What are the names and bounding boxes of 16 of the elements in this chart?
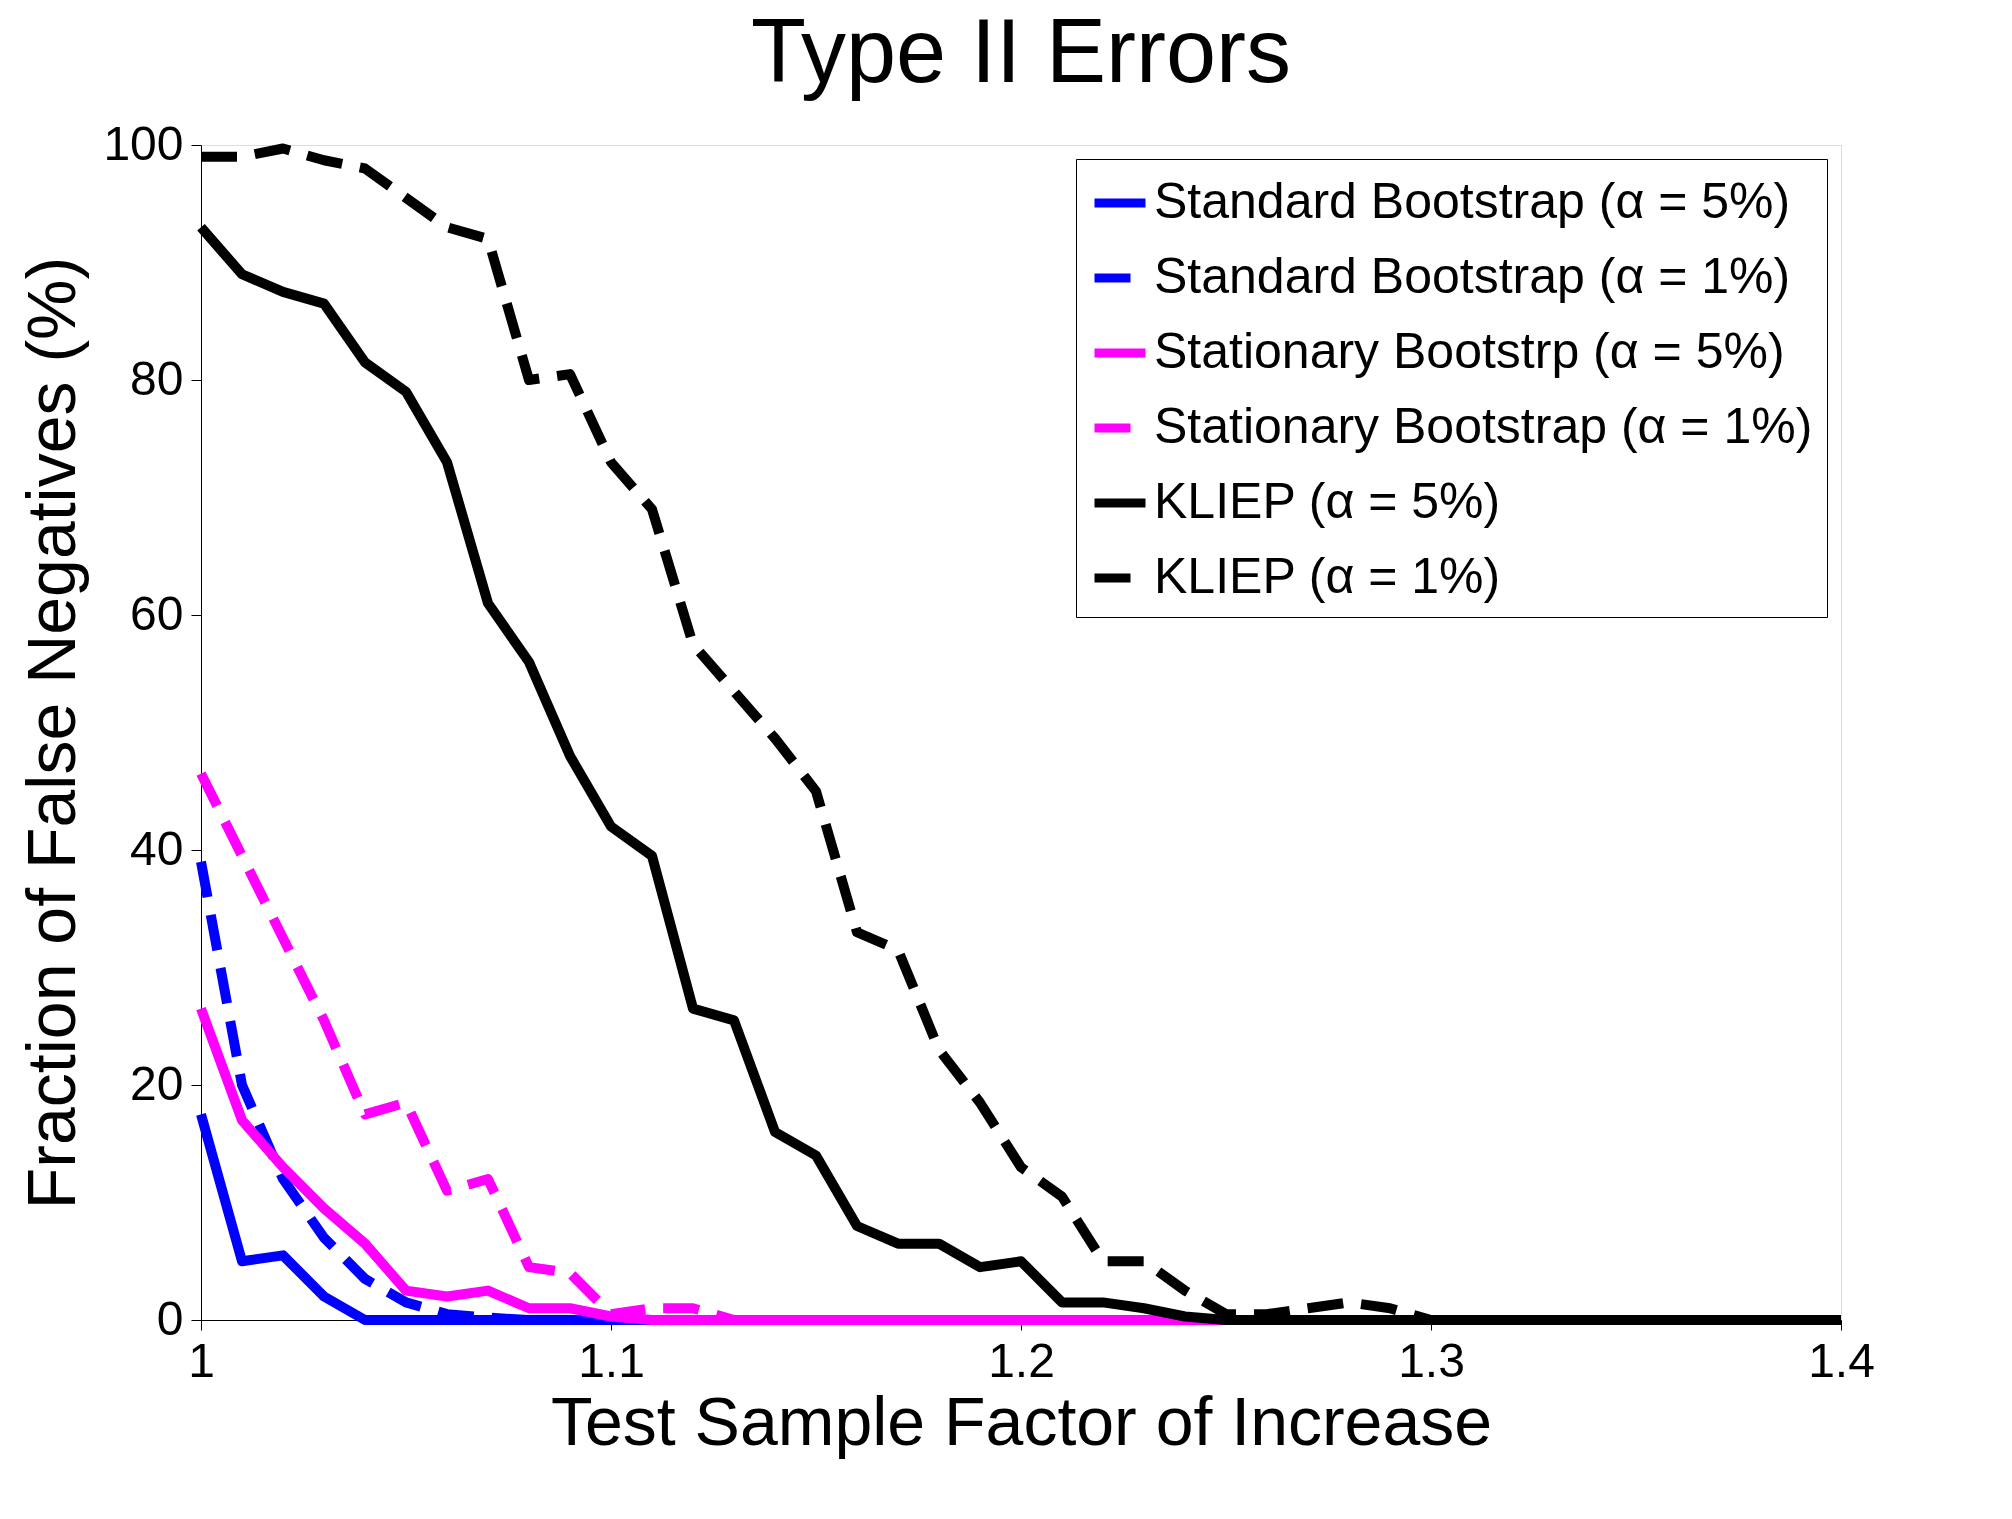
x-tick-label: 1.4 bbox=[1808, 1333, 1875, 1387]
y-tick-label: 40 bbox=[130, 821, 184, 875]
legend-label: Standard Bootstrap (α = 5%) bbox=[1154, 173, 1791, 229]
y-tick-label: 100 bbox=[103, 116, 184, 170]
y-tick-label: 80 bbox=[130, 351, 184, 405]
y-axis-title: Fraction of False Negatives (%) bbox=[13, 256, 90, 1210]
legend-label: Stationary Bootstrap (α = 1%) bbox=[1154, 398, 1813, 454]
y-tick-label: 0 bbox=[156, 1291, 184, 1345]
y-tick-label: 20 bbox=[130, 1056, 184, 1110]
legend-label: Stationary Bootstrp (α = 5%) bbox=[1154, 323, 1785, 379]
chart-title: Type II Errors bbox=[750, 1, 1292, 101]
x-tick-label: 1 bbox=[188, 1333, 215, 1387]
legend-label: KLIEP (α = 1%) bbox=[1154, 548, 1501, 604]
y-tick-label: 60 bbox=[130, 586, 184, 640]
legend-label: KLIEP (α = 5%) bbox=[1154, 473, 1501, 529]
legend-label: Standard Bootstrap (α = 1%) bbox=[1154, 248, 1791, 304]
